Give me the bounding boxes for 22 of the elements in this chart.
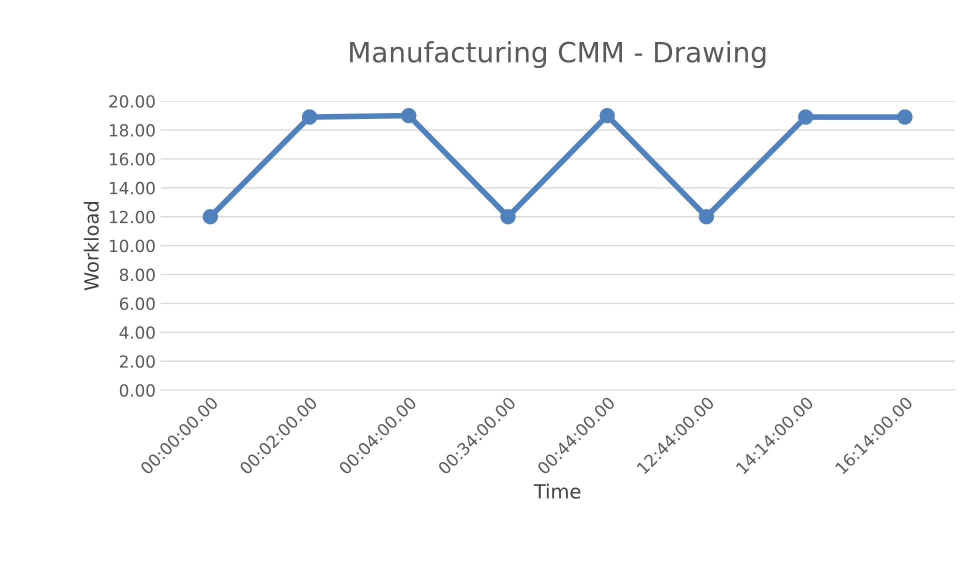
point xyxy=(897,109,913,125)
point xyxy=(600,108,615,124)
y-tick-label: 14.00 xyxy=(110,182,155,194)
point xyxy=(401,108,416,124)
point xyxy=(698,209,714,224)
y-tick-label: 12.00 xyxy=(110,210,155,224)
y-tick-label: 10.00 xyxy=(110,240,155,252)
x-axis-title: Time xyxy=(534,484,580,499)
y-tick-label: 2.00 xyxy=(120,355,155,368)
point xyxy=(798,109,814,125)
y-tick-label: 0.00 xyxy=(120,384,155,397)
chart-title: Manufacturing CMM - Drawing xyxy=(350,41,766,68)
y-tick-label: 8.00 xyxy=(120,268,155,282)
y-tick-label: 6.00 xyxy=(120,297,155,310)
point xyxy=(302,109,318,125)
y-tick-label: 20.00 xyxy=(109,95,155,108)
point xyxy=(500,209,516,224)
y-tick-label: 4.00 xyxy=(120,326,155,339)
y-tick-label: 18.00 xyxy=(110,124,155,137)
y-axis-title: Workload xyxy=(84,202,99,290)
point xyxy=(202,209,218,224)
y-tick-label: 16.00 xyxy=(110,152,155,166)
